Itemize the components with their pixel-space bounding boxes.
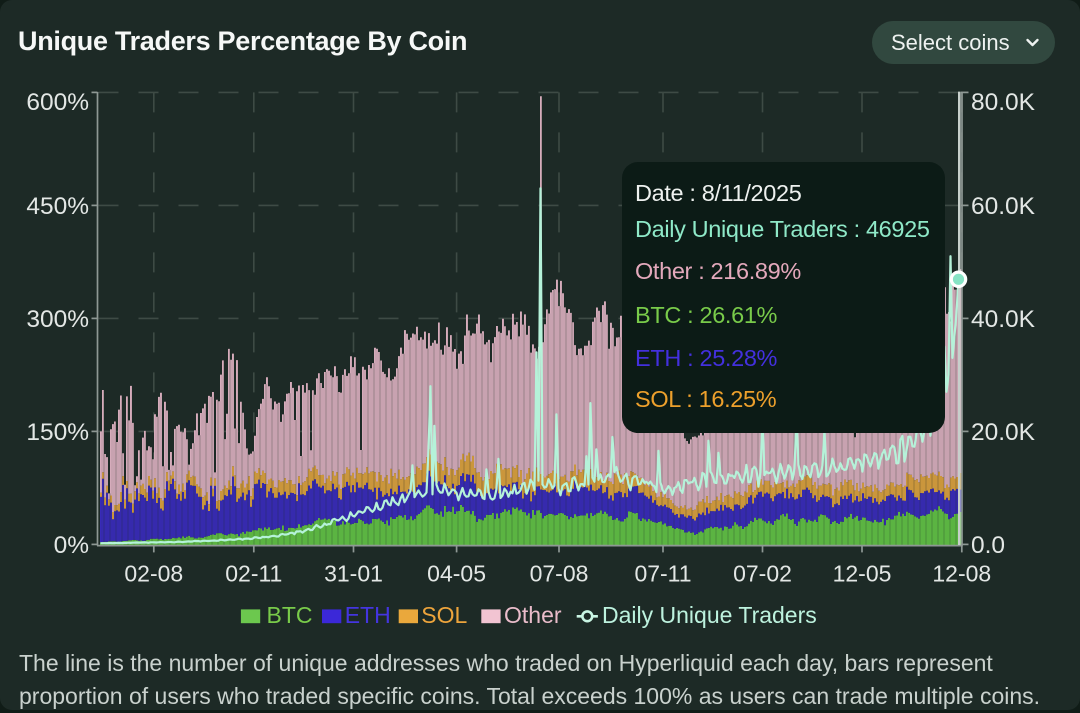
svg-text:07-08: 07-08 [530, 560, 589, 586]
svg-text:0.0: 0.0 [971, 532, 1005, 559]
svg-text:20.0K: 20.0K [971, 419, 1036, 446]
svg-text:Daily Unique Traders: Daily Unique Traders [602, 602, 817, 628]
svg-text:12-08: 12-08 [932, 560, 991, 586]
svg-text:SOL: SOL [421, 602, 467, 628]
svg-text:150%: 150% [26, 419, 89, 446]
svg-text:40.0K: 40.0K [971, 306, 1036, 333]
svg-text:300%: 300% [26, 306, 89, 333]
svg-text:600%: 600% [26, 89, 89, 116]
svg-text:04-05: 04-05 [427, 560, 486, 586]
svg-text:Other: Other [504, 602, 562, 628]
svg-text:02-11: 02-11 [225, 560, 282, 586]
svg-text:12-05: 12-05 [833, 560, 892, 586]
svg-text:31-01: 31-01 [324, 560, 383, 586]
svg-text:60.0K: 60.0K [971, 193, 1036, 220]
svg-text:02-08: 02-08 [124, 560, 183, 586]
svg-text:80.0K: 80.0K [971, 89, 1036, 116]
svg-text:450%: 450% [26, 193, 89, 220]
svg-text:ETH: ETH [345, 602, 391, 628]
svg-text:BTC: BTC [267, 602, 313, 628]
svg-text:07-11: 07-11 [634, 560, 691, 586]
svg-text:0%: 0% [54, 532, 89, 559]
svg-text:07-02: 07-02 [733, 560, 792, 586]
